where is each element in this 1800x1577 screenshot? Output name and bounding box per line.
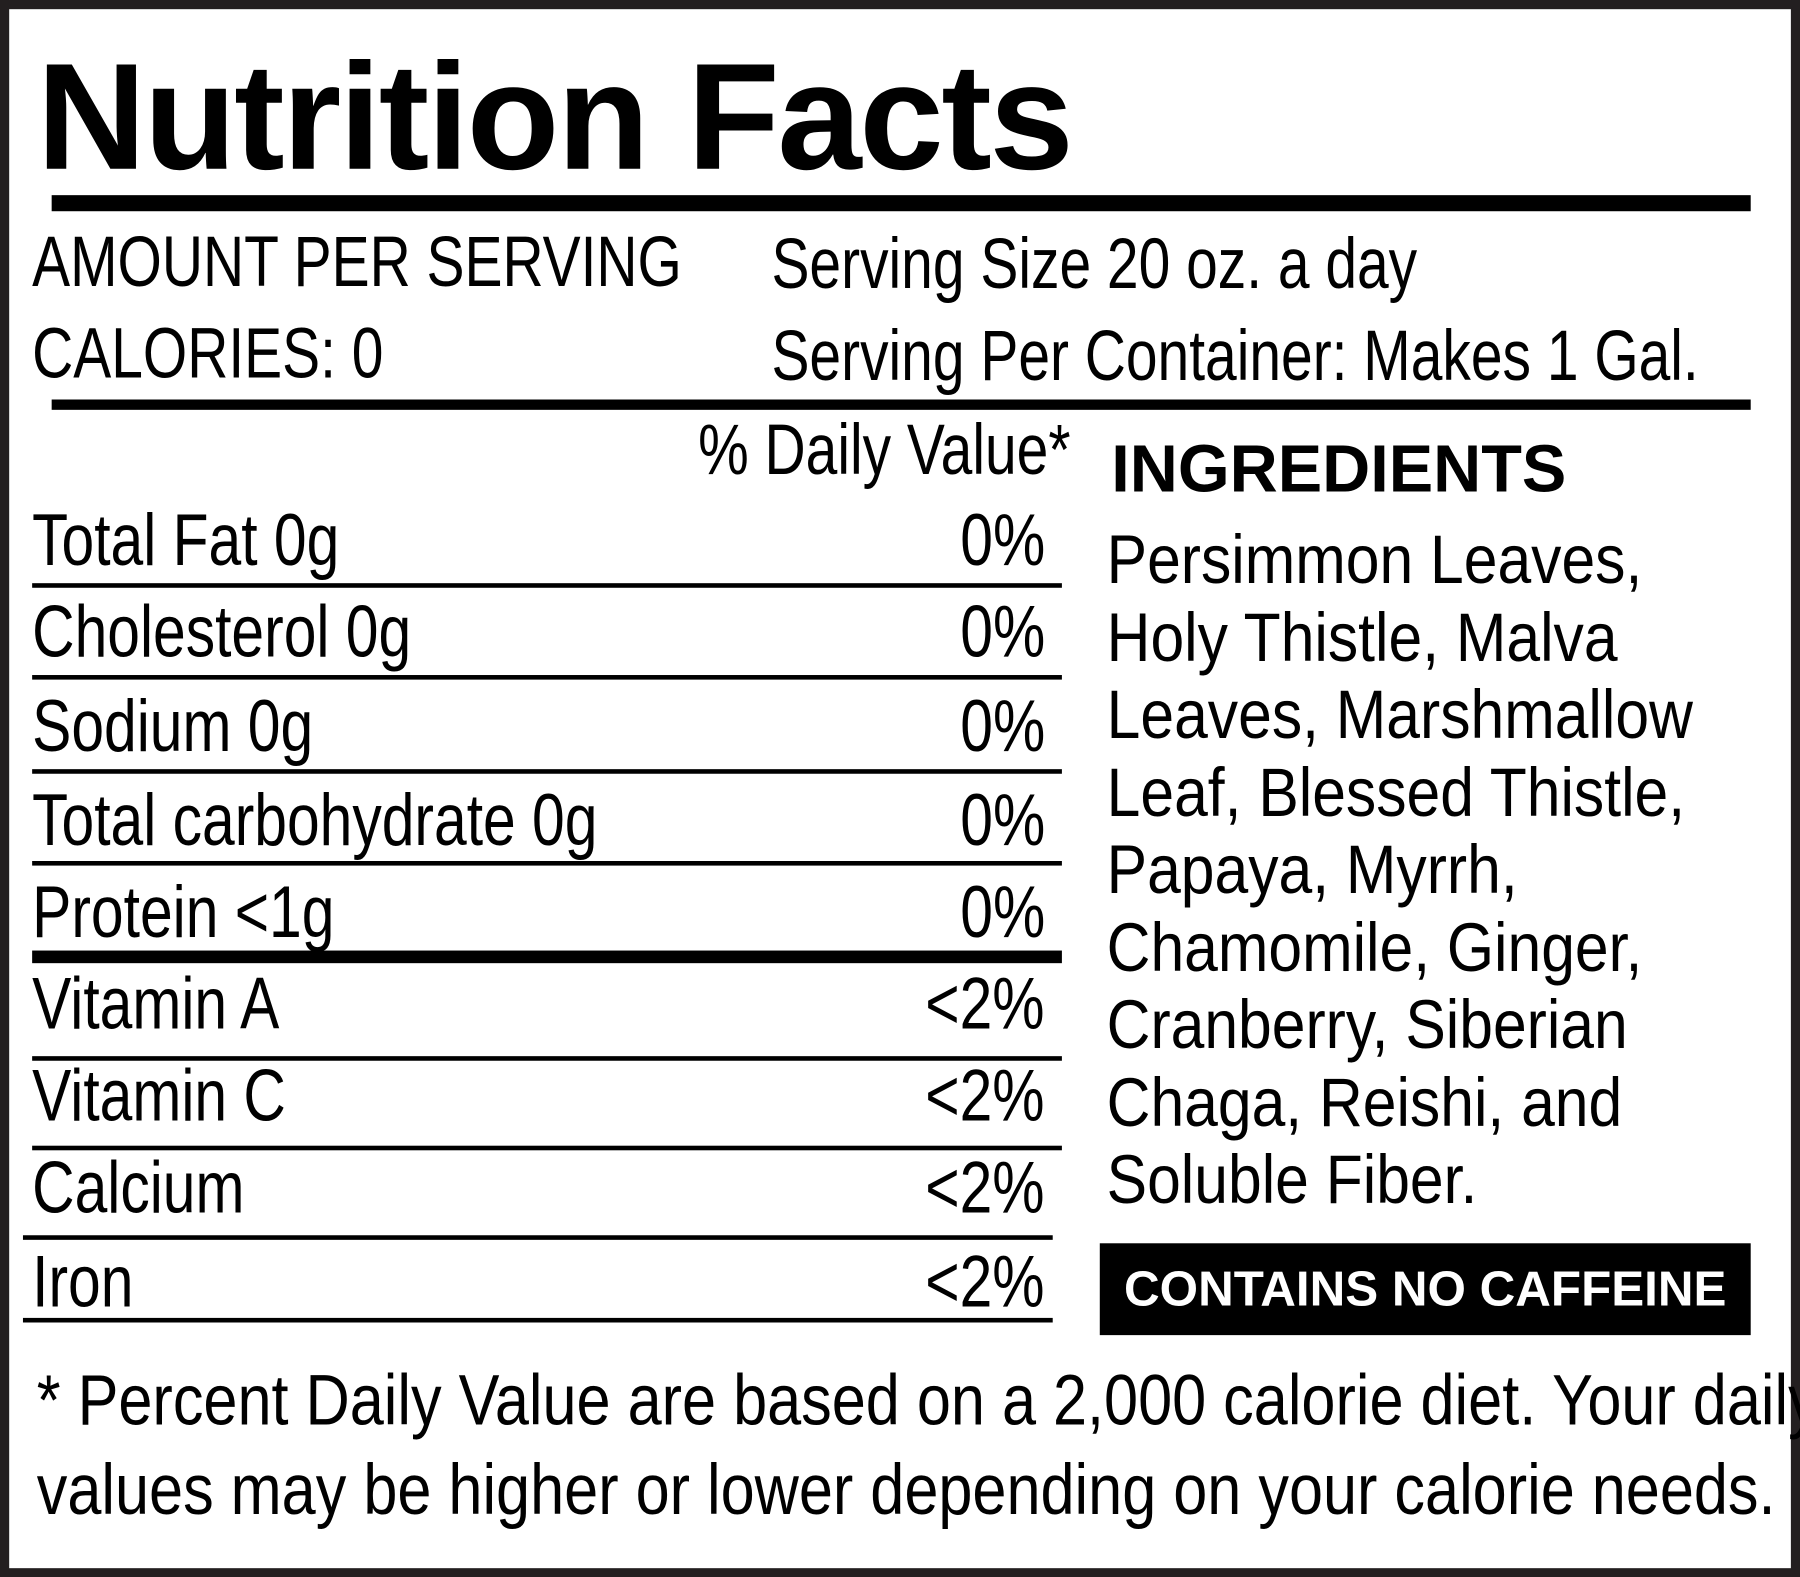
nutrient-row: Total Fat 0g xyxy=(32,503,416,576)
nutrient-label: Cholesterol 0g xyxy=(32,590,412,673)
row-divider xyxy=(32,861,1062,866)
ingredient-line: Soluble Fiber. xyxy=(1106,1141,1478,1219)
row-divider xyxy=(32,583,1062,588)
nutrient-label: Iron xyxy=(32,1239,134,1323)
nutrient-label: Vitamin A xyxy=(32,962,280,1045)
row-divider xyxy=(32,1145,1062,1151)
nutrient-percent: 0% xyxy=(959,498,1045,581)
nutrient-percent: 0% xyxy=(959,684,1045,767)
nutrient-percent: <2% xyxy=(925,1053,1045,1137)
ingredient-line: Holy Thistle, Malva xyxy=(1106,598,1618,676)
nutrient-row: Protein <1g xyxy=(32,875,410,948)
nutrient-percent-cell: 0% xyxy=(938,590,1045,673)
ingredient-line-wrap: Chamomile, Ginger, xyxy=(1107,913,1716,982)
daily-value-heading: % Daily Value* xyxy=(697,410,1070,491)
nutrient-row: Total carbohydrate 0g xyxy=(32,783,739,856)
row-divider xyxy=(32,675,1062,680)
ingredients-heading: INGREDIENTS xyxy=(1111,431,1567,507)
ingredient-line-wrap: Persimmon Leaves, xyxy=(1106,521,1716,599)
nutrient-label: Calcium xyxy=(32,1145,245,1229)
servings-per-container: Serving Per Container: Makes 1 Gal. xyxy=(771,316,1699,397)
nutrient-label: Protein <1g xyxy=(32,870,335,953)
nutrient-row: Vitamin C xyxy=(32,1058,349,1131)
row-divider xyxy=(32,950,1062,964)
nutrient-row: Calcium xyxy=(32,1150,297,1223)
amount-per-serving: AMOUNT PER SERVING xyxy=(32,222,682,302)
ingredient-line: Leaves, Marshmallow xyxy=(1106,676,1693,754)
nutrient-percent: 0% xyxy=(959,778,1045,861)
nutrient-percent-cell: 0% xyxy=(938,498,1045,581)
nutrient-percent: <2% xyxy=(925,1145,1045,1229)
row-divider xyxy=(32,1056,1062,1061)
ingredient-line: Persimmon Leaves, xyxy=(1106,521,1643,599)
label-title: Nutrition Facts xyxy=(36,32,1074,201)
footnote-line: values may be higher or lower depending … xyxy=(36,1451,1776,1531)
nutrient-percent-cell: <2% xyxy=(896,1053,1045,1137)
ingredient-line-wrap: Soluble Fiber. xyxy=(1106,1141,1528,1219)
ingredient-line: Chamomile, Ginger, xyxy=(1106,908,1643,986)
nutrient-percent-cell: 0% xyxy=(938,778,1045,861)
nutrient-row: Iron xyxy=(32,1244,159,1317)
ingredient-line: Leaf, Blessed Thistle, xyxy=(1106,753,1686,831)
nutrient-label: Total Fat 0g xyxy=(32,498,340,581)
ingredient-line-wrap: Papaya, Myrrh, xyxy=(1106,831,1574,909)
divider xyxy=(51,399,1751,410)
ingredient-line: Chaga, Reishi, and xyxy=(1106,1063,1623,1141)
nutrient-row: Sodium 0g xyxy=(32,689,383,762)
nutrient-label: Sodium 0g xyxy=(32,684,314,767)
nutrient-percent: <2% xyxy=(925,1239,1045,1323)
nutrient-percent-cell: <2% xyxy=(896,962,1045,1045)
nutrient-percent: 0% xyxy=(959,590,1045,673)
calories: CALORIES: 0 xyxy=(32,314,384,394)
divider-thick xyxy=(51,195,1751,212)
ingredient-line-wrap: Leaf, Blessed Thistle, xyxy=(1107,758,1764,827)
row-divider xyxy=(22,1235,1053,1240)
nutrient-label: Total carbohydrate 0g xyxy=(32,778,598,861)
ingredient-line-wrap: Holy Thistle, Malva xyxy=(1107,603,1688,672)
footnote-line: * Percent Daily Value are based on a 2,0… xyxy=(36,1361,1800,1441)
nutrient-percent: 0% xyxy=(959,870,1045,953)
nutrient-percent-cell: <2% xyxy=(896,1145,1045,1229)
nutrient-percent-cell: <2% xyxy=(896,1239,1045,1323)
ingredient-line-wrap: Cranberry, Siberian xyxy=(1106,986,1699,1064)
nutrient-row: Cholesterol 0g xyxy=(32,595,506,668)
nutrient-row: Vitamin A xyxy=(32,967,341,1040)
nutrient-percent-cell: 0% xyxy=(938,684,1045,767)
row-divider xyxy=(22,1317,1053,1323)
ingredient-line: Papaya, Myrrh, xyxy=(1106,831,1518,909)
row-divider xyxy=(32,769,1062,774)
nutrient-percent-cell: 0% xyxy=(938,870,1045,953)
serving-size: Serving Size 20 oz. a day xyxy=(771,225,1418,305)
ingredient-line: Cranberry, Siberian xyxy=(1106,986,1628,1064)
ingredient-line-wrap: Leaves, Marshmallow xyxy=(1106,676,1773,754)
no-caffeine-badge: CONTAINS NO CAFFEINE xyxy=(1099,1243,1751,1336)
badge-text: CONTAINS NO CAFFEINE xyxy=(1124,1261,1727,1317)
nutrient-label: Vitamin C xyxy=(32,1053,286,1137)
ingredient-line-wrap: Chaga, Reishi, and xyxy=(1107,1068,1693,1137)
nutrient-percent: <2% xyxy=(925,962,1045,1045)
